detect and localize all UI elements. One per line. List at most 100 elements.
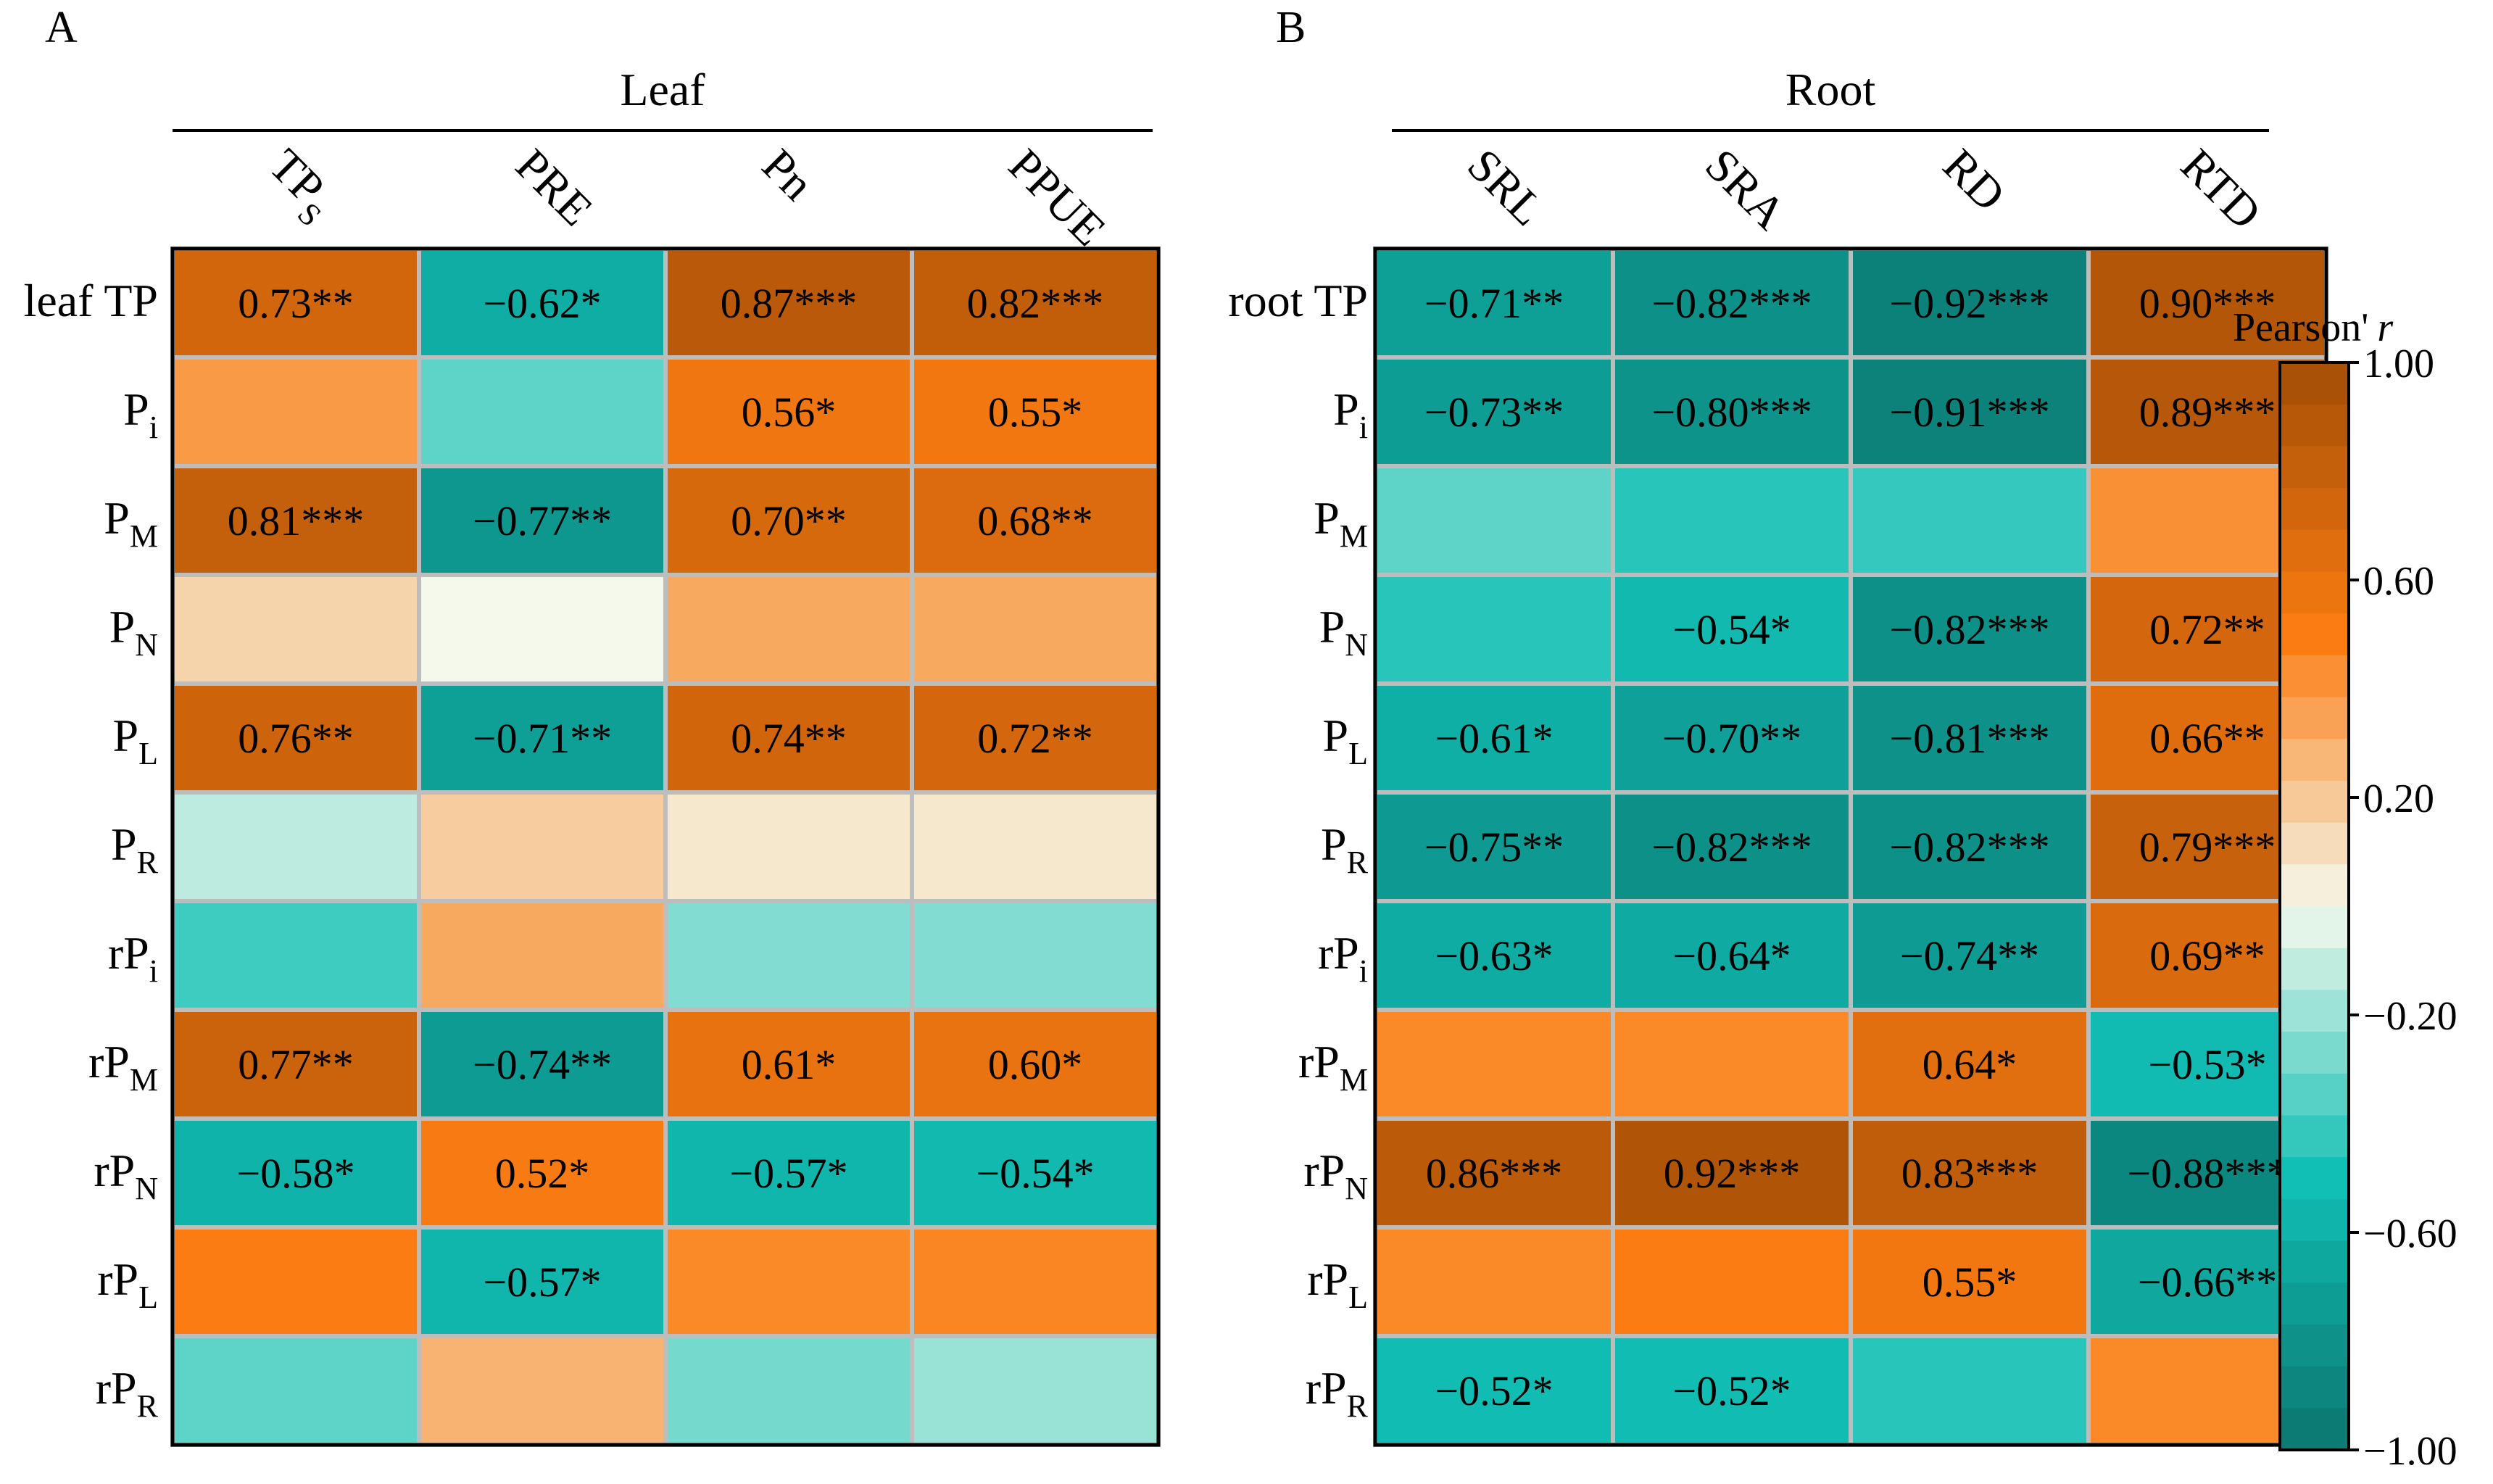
cell-value-label: 0.76** — [238, 715, 354, 762]
colorbar-step — [2280, 697, 2349, 740]
row-label-main: P — [1323, 710, 1349, 761]
cell-value-label: 0.69** — [2149, 932, 2265, 979]
heatmap-cell — [1849, 246, 2091, 360]
heatmap-cell — [170, 790, 421, 903]
row-label-main: rP — [96, 1362, 137, 1414]
heatmap-cell — [417, 355, 668, 468]
cell-value-label: −0.70** — [1662, 715, 1801, 762]
cell-value-label: −0.82*** — [1651, 280, 1812, 327]
subscript: R — [1347, 845, 1369, 880]
panel-a-leaf: A Leaf 0.73** −0.62* 0.87*** 0.82*** 0.56* 0.55… — [24, 3, 1161, 1447]
group-label: Root — [1785, 64, 1876, 115]
cell-value-label: 0.87*** — [721, 280, 858, 327]
heatmap-cell — [170, 1116, 421, 1230]
heatmap-cell — [1849, 681, 2091, 795]
colorbar-step — [2280, 529, 2349, 573]
cell-value-label: 0.74** — [731, 715, 847, 762]
cell-value-label: −0.54* — [1672, 606, 1791, 653]
cell-value-label: −0.82*** — [1889, 606, 2049, 653]
row-label-main: P — [109, 601, 136, 652]
heatmap-cell — [170, 573, 421, 686]
cell-value-label: −0.80*** — [1651, 389, 1812, 436]
row-label: PL — [113, 710, 158, 771]
subscript: M — [1340, 1062, 1368, 1098]
colorbar-step — [2280, 446, 2349, 489]
cell-value-label: 0.73** — [238, 280, 354, 327]
row-label-main: P — [111, 818, 137, 870]
row-label-main: P — [104, 492, 130, 544]
row-label-main: rP — [94, 1145, 135, 1196]
colorbar-step — [2280, 990, 2349, 1033]
cell-value-label: −0.91*** — [1889, 389, 2049, 436]
heatmap-cell — [1373, 573, 1615, 686]
cell-value-label: −0.82*** — [1889, 824, 2049, 871]
heatmap-cell — [170, 355, 421, 468]
subscript: N — [1345, 627, 1368, 663]
cell-value-label: 0.77** — [238, 1041, 354, 1088]
heatmap-cell — [1611, 464, 1853, 577]
cell-value-label: 0.55* — [1922, 1259, 2017, 1306]
column-label-main: SRA — [1696, 139, 1796, 239]
column-label: RTD — [2171, 139, 2271, 239]
subscript: L — [1348, 1280, 1368, 1315]
row-label: rPM — [88, 1036, 158, 1098]
row-label-main: P — [123, 384, 149, 435]
subscript: L — [138, 1280, 158, 1315]
cell-value-label: −0.77** — [473, 497, 612, 544]
row-label: PN — [109, 601, 158, 663]
column-label-main: PPUE — [999, 139, 1116, 256]
cell-value-label: 0.64* — [1922, 1041, 2017, 1088]
cell-value-label: 0.72** — [2149, 606, 2265, 653]
heatmap-cell — [910, 1334, 1161, 1447]
cell-value-label: −0.64* — [1672, 932, 1791, 979]
row-label: rPi — [1318, 927, 1368, 989]
row-label-main: rP — [108, 927, 149, 979]
cell-value-label: −0.82*** — [1651, 824, 1812, 871]
heatmap-cell — [663, 899, 914, 1012]
heatmap-cell — [1373, 1008, 1615, 1121]
heatmap-cell — [1849, 1008, 2091, 1121]
cell-value-label: 0.82*** — [967, 280, 1104, 327]
cell-value-label: −0.88*** — [2127, 1150, 2287, 1197]
row-label: rPN — [94, 1145, 158, 1206]
row-label-main: P — [113, 710, 139, 761]
cell-value-label: −0.74** — [473, 1041, 612, 1088]
heatmap-cell — [663, 573, 914, 686]
cell-value-label: 0.89*** — [2139, 389, 2276, 436]
colorbar-step — [2280, 655, 2349, 698]
colorbar-step — [2280, 822, 2349, 866]
subscript: M — [1340, 518, 1368, 554]
colorbar-step — [2280, 1240, 2349, 1284]
colorbar-title: Pearson' r — [2233, 305, 2393, 350]
column-label: PPUE — [999, 139, 1116, 256]
colorbar-title-text: Pearson' — [2233, 305, 2368, 350]
row-label-main: P — [1321, 818, 1347, 870]
row-label: PR — [1321, 818, 1369, 880]
column-label-main: RTD — [2171, 139, 2271, 239]
heatmap-cell — [910, 1008, 1161, 1121]
row-label: leaf TP — [24, 275, 158, 326]
subscript: R — [137, 845, 159, 880]
panel-label: A — [45, 3, 78, 52]
cell-value-label: 0.66** — [2149, 715, 2265, 762]
row-label-main: root TP — [1228, 275, 1368, 326]
colorbar-tick-label: 0.20 — [2363, 776, 2434, 821]
cell-value-label: 0.72** — [977, 715, 1093, 762]
heatmap-cell — [910, 790, 1161, 903]
cell-value-label: −0.54* — [976, 1150, 1094, 1197]
row-label-main: leaf TP — [24, 275, 158, 326]
cell-value-label: −0.52* — [1435, 1367, 1553, 1414]
row-label-main: P — [1319, 601, 1345, 652]
heatmap-cell — [910, 899, 1161, 1012]
cell-value-label: 0.56* — [742, 389, 837, 436]
subscript: L — [138, 736, 158, 771]
subscript: N — [1345, 1171, 1368, 1206]
colorbar-step — [2280, 488, 2349, 531]
colorbar: Pearson' r1.00 0.60 0.20 −0.20 −0.60 −1.00 — [2233, 305, 2457, 1474]
subscript: i — [149, 410, 158, 445]
colorbar-step — [2280, 906, 2349, 949]
row-label-main: rP — [1307, 1253, 1348, 1305]
cell-value-label: 0.86*** — [1426, 1150, 1563, 1197]
colorbar-step — [2280, 1324, 2349, 1367]
